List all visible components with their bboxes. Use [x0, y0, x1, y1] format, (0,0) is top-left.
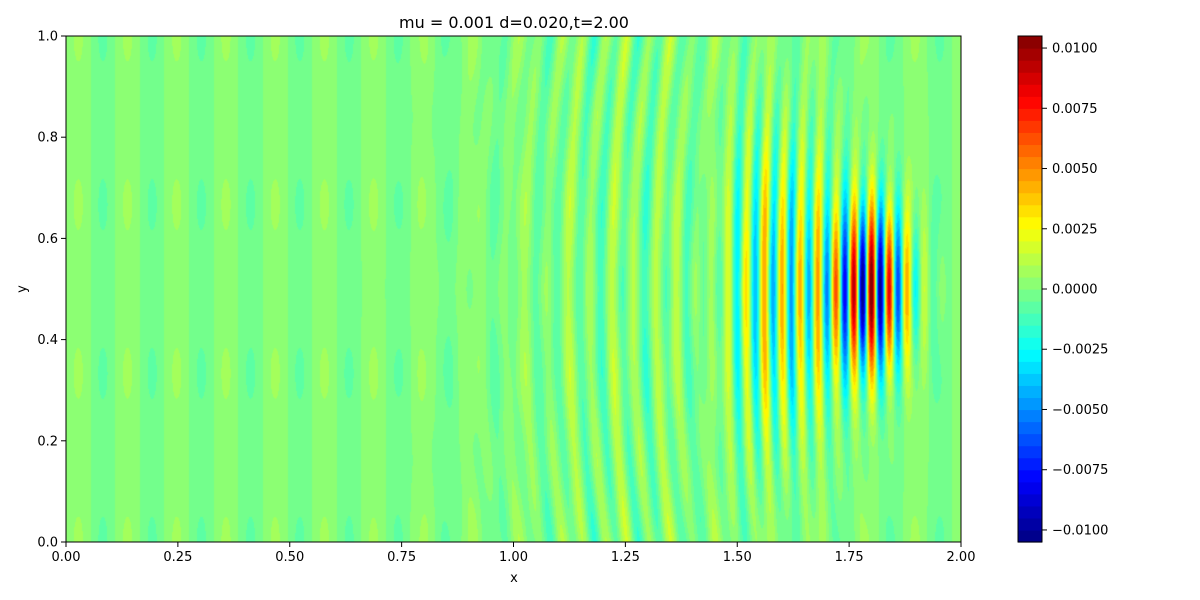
- x-tick-label: 1.50: [723, 550, 752, 565]
- colorbar-axis: −0.0100 −0.0075 −0.0050 −0.0025 0.0000 0.0025…: [1042, 42, 1108, 538]
- colorbar-band: [1018, 276, 1042, 290]
- y-tick-label: 1.0: [37, 30, 58, 45]
- colorbar-band: [1018, 168, 1042, 182]
- colorbar-band: [1018, 505, 1042, 519]
- colorbar-band: [1018, 517, 1042, 531]
- colorbar-band: [1018, 325, 1042, 338]
- x-tick-label: 0.75: [387, 550, 416, 565]
- colorbar-band: [1018, 72, 1042, 85]
- x-tick-label: 1.25: [611, 550, 640, 565]
- colorbar-band: [1018, 120, 1042, 133]
- colorbar-band: [1018, 228, 1042, 242]
- colorbar-band: [1018, 108, 1042, 121]
- colorbar-band: [1018, 301, 1042, 314]
- colorbar-band: [1018, 264, 1042, 278]
- y-axis: 0.0 0.2 0.4 0.6 0.8 1.0: [37, 30, 66, 551]
- colorbar-band: [1018, 493, 1042, 507]
- y-tick-label: 0.6: [37, 232, 58, 247]
- colorbar-band: [1018, 132, 1042, 146]
- colorbar-band: [1018, 60, 1042, 73]
- colorbar-band: [1018, 373, 1042, 386]
- x-tick-label: 0.50: [275, 550, 304, 565]
- x-tick-label: 2.00: [947, 550, 976, 565]
- colorbar-band: [1018, 204, 1042, 218]
- y-tick-label: 0.2: [37, 434, 58, 449]
- colorbar-band: [1018, 481, 1042, 495]
- colorbar-band: [1018, 457, 1042, 471]
- y-tick-label: 0.0: [37, 536, 58, 551]
- colorbar-tick-label: 0.0025: [1052, 222, 1098, 237]
- colorbar-band: [1018, 469, 1042, 483]
- colorbar-tick-label: −0.0050: [1052, 403, 1108, 418]
- y-tick-label: 0.8: [37, 131, 58, 146]
- colorbar-band: [1018, 180, 1042, 194]
- x-tick-label: 0.25: [163, 550, 192, 565]
- colorbar-band: [1018, 84, 1042, 97]
- chart-title: mu = 0.001 d=0.020,t=2.00: [399, 13, 629, 32]
- colorbar-tick-label: −0.0075: [1052, 463, 1108, 478]
- field-heatmap: [66, 36, 961, 542]
- colorbar-tick-label: 0.0050: [1052, 162, 1098, 177]
- x-axis-label: x: [510, 571, 518, 586]
- colorbar-band: [1018, 144, 1042, 158]
- field-raster-holder: [66, 36, 961, 542]
- colorbar-band: [1018, 433, 1042, 447]
- colorbar-band: [1018, 240, 1042, 254]
- colorbar-band: [1018, 48, 1042, 61]
- colorbar-band: [1018, 445, 1042, 459]
- colorbar-tick-label: −0.0100: [1052, 523, 1108, 538]
- colorbar-tick-label: 0.0075: [1052, 102, 1098, 117]
- colorbar-band: [1018, 156, 1042, 170]
- x-axis: 0.00 0.25 0.50 0.75 1.00 1.25 1.50 1.75 2.00: [52, 542, 976, 565]
- colorbar-band: [1018, 409, 1042, 423]
- colorbar-band: [1018, 313, 1042, 326]
- colorbar-band: [1018, 252, 1042, 266]
- plot-area: [65, 35, 962, 543]
- colorbar-band: [1018, 421, 1042, 435]
- x-tick-label: 0.00: [52, 550, 81, 565]
- colorbar-tick-label: −0.0025: [1052, 343, 1108, 358]
- colorbar-tick-label: 0.0000: [1052, 283, 1098, 298]
- colorbar-band: [1018, 216, 1042, 230]
- colorbar-band: [1018, 192, 1042, 206]
- colorbar-band: [1018, 349, 1042, 362]
- colorbar-band: [1018, 397, 1042, 411]
- colorbar: −0.0100 −0.0075 −0.0050 −0.0025 0.0000 0.0025…: [1017, 35, 1108, 543]
- colorbar-band: [1018, 529, 1042, 543]
- colorbar-band: [1018, 289, 1042, 302]
- colorbar-band: [1018, 36, 1042, 49]
- colorbar-band: [1018, 337, 1042, 350]
- y-tick-label: 0.4: [37, 333, 58, 348]
- x-tick-label: 1.75: [835, 550, 864, 565]
- colorbar-bands: [1018, 36, 1042, 543]
- colorbar-band: [1018, 385, 1042, 399]
- colorbar-band: [1018, 96, 1042, 109]
- y-axis-label: y: [15, 285, 30, 293]
- colorbar-tick-label: 0.0100: [1052, 42, 1098, 57]
- colorbar-band: [1018, 361, 1042, 374]
- x-tick-label: 1.00: [499, 550, 528, 565]
